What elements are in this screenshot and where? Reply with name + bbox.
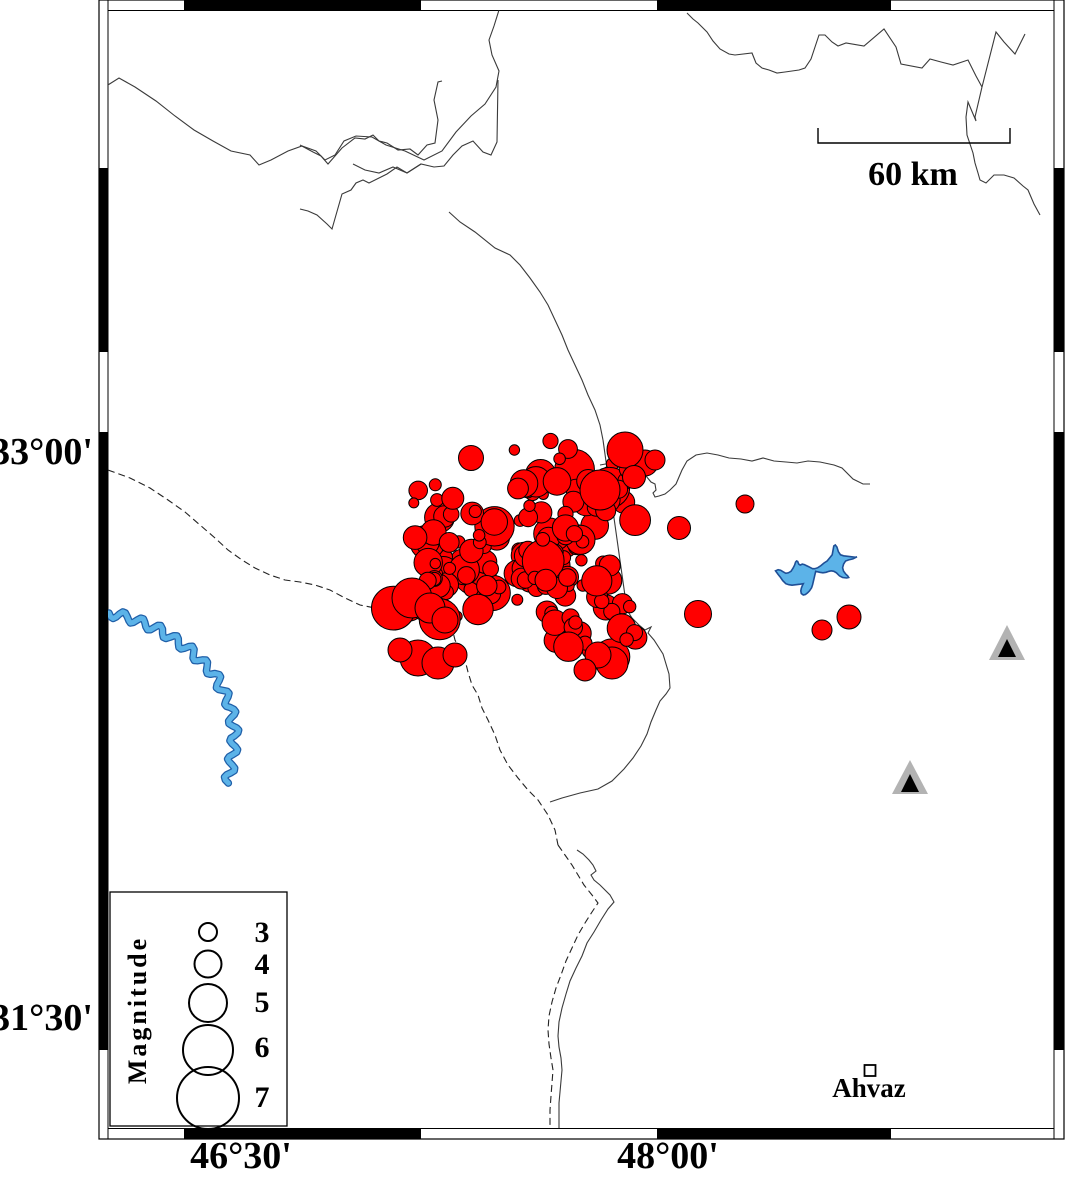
svg-text:31°30': 31°30' [0,997,93,1039]
svg-text:48°00': 48°00' [617,1135,719,1177]
svg-text:3: 3 [255,916,270,949]
svg-text:Ahvaz: Ahvaz [832,1073,906,1103]
svg-text:33°00': 33°00' [0,431,93,473]
svg-text:6: 6 [255,1031,270,1064]
svg-text:46°30': 46°30' [190,1135,292,1177]
svg-text:5: 5 [255,986,270,1019]
svg-text:4: 4 [255,948,270,981]
svg-text:7: 7 [255,1081,270,1114]
svg-text:Magnitude: Magnitude [123,936,152,1084]
svg-text:60 km: 60 km [868,156,958,193]
